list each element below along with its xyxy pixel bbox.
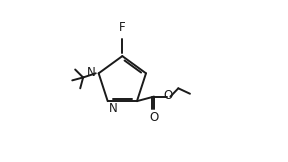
Text: N: N <box>109 102 117 115</box>
Text: F: F <box>119 21 126 34</box>
Text: O: O <box>149 111 159 124</box>
Text: N: N <box>87 65 96 79</box>
Text: O: O <box>164 89 173 102</box>
